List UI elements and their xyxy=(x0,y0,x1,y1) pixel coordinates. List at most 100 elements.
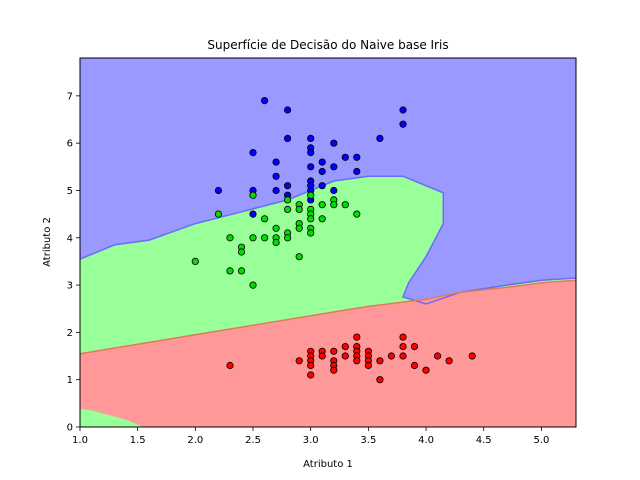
data-point xyxy=(410,342,419,351)
x-tick-label: 5.0 xyxy=(533,435,549,446)
data-point xyxy=(249,234,257,242)
x-axis-label: Atributo 1 xyxy=(303,459,353,470)
x-tick-label: 3.5 xyxy=(360,435,376,446)
data-point xyxy=(341,352,349,360)
data-point xyxy=(260,215,269,223)
data-point xyxy=(283,196,292,204)
data-point xyxy=(260,234,269,242)
data-point xyxy=(318,201,326,209)
data-point xyxy=(272,186,280,195)
region-red xyxy=(80,280,576,427)
data-point xyxy=(283,182,292,190)
data-point xyxy=(330,201,338,209)
data-point xyxy=(376,357,384,365)
data-point xyxy=(399,352,407,360)
data-point xyxy=(237,267,246,275)
data-point xyxy=(376,376,384,384)
data-point xyxy=(353,333,361,341)
y-tick-label: 0 xyxy=(67,423,73,434)
data-point xyxy=(307,229,315,237)
data-point xyxy=(295,224,303,232)
data-point xyxy=(272,238,280,247)
data-point xyxy=(364,361,372,370)
data-point xyxy=(307,163,315,171)
data-point xyxy=(307,134,315,142)
data-point xyxy=(353,357,361,365)
y-tick-label: 1 xyxy=(67,375,73,386)
y-axis-label: Atributo 2 xyxy=(42,217,53,267)
y-tick-label: 3 xyxy=(67,281,73,292)
data-point xyxy=(387,352,395,360)
data-point xyxy=(249,191,257,199)
data-point xyxy=(330,163,338,171)
data-point xyxy=(226,267,234,275)
data-point xyxy=(295,205,303,213)
data-point xyxy=(330,366,338,374)
data-point xyxy=(283,234,292,242)
x-tick-label: 1.5 xyxy=(130,435,146,446)
data-point xyxy=(433,352,442,360)
data-point xyxy=(353,210,361,218)
data-point xyxy=(214,210,222,218)
data-point xyxy=(307,191,315,199)
data-point xyxy=(399,120,407,128)
data-point xyxy=(376,134,384,142)
data-point xyxy=(307,371,315,379)
data-point xyxy=(191,257,199,265)
data-point xyxy=(468,352,476,360)
data-point xyxy=(341,201,349,209)
data-point xyxy=(330,186,338,195)
data-point xyxy=(307,149,315,157)
data-point xyxy=(272,224,280,232)
boundary-blue-green xyxy=(79,175,577,305)
data-point xyxy=(237,248,246,256)
y-tick-label: 5 xyxy=(67,186,73,197)
plot-frame xyxy=(79,57,577,428)
data-point xyxy=(318,167,326,176)
data-point xyxy=(353,167,361,176)
x-axis-ticks: 1.0 1.5 2.0 2.5 3.0 3.5 4.0 4.5 5.0 xyxy=(72,427,549,446)
data-point xyxy=(318,182,326,190)
data-point xyxy=(283,134,292,142)
plot-area xyxy=(79,58,577,427)
y-tick-label: 7 xyxy=(67,91,73,102)
data-point xyxy=(410,361,419,370)
data-point xyxy=(260,97,269,105)
data-point xyxy=(353,153,361,161)
x-tick-label: 2.5 xyxy=(245,435,261,446)
chart-title: Superfície de Decisão do Naive base Iris xyxy=(207,38,448,52)
data-point xyxy=(272,158,280,166)
data-point xyxy=(307,215,315,223)
y-tick-label: 4 xyxy=(67,233,73,244)
data-point xyxy=(341,342,349,351)
data-point xyxy=(249,210,257,218)
data-point xyxy=(214,186,222,195)
data-point xyxy=(445,357,453,365)
y-tick-label: 6 xyxy=(67,139,73,150)
data-point xyxy=(249,149,257,157)
x-tick-label: 4.0 xyxy=(418,435,434,446)
data-point xyxy=(399,333,407,341)
data-point xyxy=(330,347,338,355)
data-point xyxy=(318,215,326,223)
data-point xyxy=(226,234,234,242)
x-tick-label: 4.5 xyxy=(476,435,492,446)
data-point xyxy=(422,366,430,374)
data-point xyxy=(399,342,407,351)
data-point xyxy=(295,357,303,365)
data-point xyxy=(295,253,303,261)
x-tick-label: 3.0 xyxy=(303,435,319,446)
data-point xyxy=(341,153,349,161)
data-point xyxy=(330,139,338,147)
data-point xyxy=(283,106,292,114)
data-point xyxy=(318,352,326,360)
x-tick-label: 1.0 xyxy=(72,435,88,446)
y-axis-ticks: 0 1 2 3 4 5 6 7 xyxy=(67,91,80,434)
boundary-green-red xyxy=(79,279,577,355)
data-point xyxy=(226,361,234,370)
data-point xyxy=(307,361,315,370)
data-point xyxy=(399,106,407,114)
scatter-points xyxy=(191,97,476,384)
data-point xyxy=(318,158,326,166)
